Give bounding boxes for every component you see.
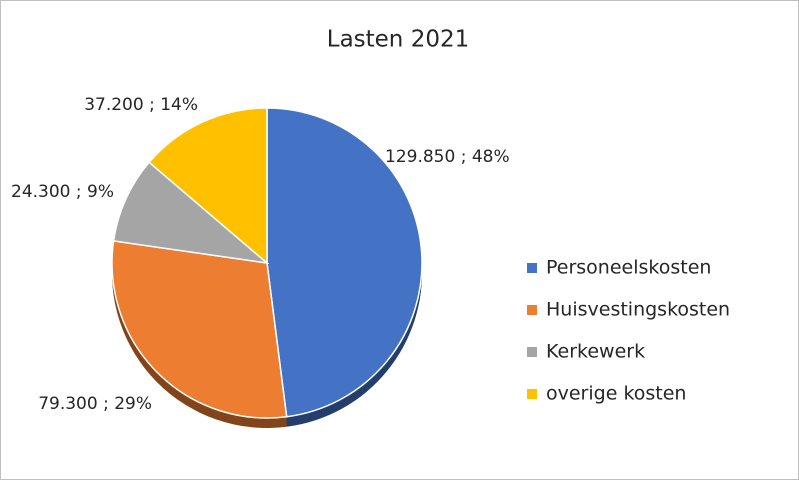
data-label: 79.300 ; 29% bbox=[38, 394, 152, 414]
legend-swatch bbox=[527, 305, 537, 315]
data-label: 129.850 ; 48% bbox=[385, 147, 510, 167]
legend-label: overige kosten bbox=[546, 383, 686, 405]
legend-swatch bbox=[527, 347, 537, 357]
legend-swatch bbox=[527, 263, 537, 273]
slice bbox=[111, 240, 288, 419]
legend-label: Kerkewerk bbox=[546, 341, 645, 363]
slice bbox=[266, 107, 423, 418]
chart-title: Lasten 2021 bbox=[327, 27, 469, 53]
legend-label: Personeelskosten bbox=[546, 257, 711, 279]
slice bbox=[112, 161, 270, 265]
legend-label: Huisvestingskosten bbox=[546, 299, 730, 321]
legend-swatch bbox=[527, 389, 537, 399]
data-label: 24.300 ; 9% bbox=[11, 182, 114, 202]
data-label: 37.200 ; 14% bbox=[84, 95, 198, 115]
slice bbox=[148, 107, 268, 265]
